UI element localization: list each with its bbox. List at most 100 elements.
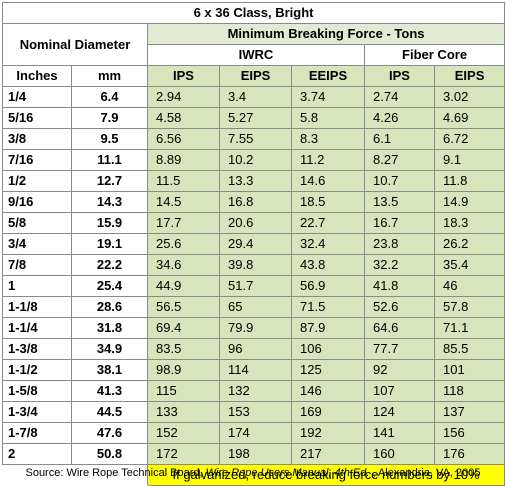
cell-iwrc-eips: 174	[219, 422, 292, 444]
source-suffix: , Alexandria, VA, 2005	[369, 467, 481, 479]
header-row-2: IWRC Fiber Core	[3, 44, 506, 66]
cell-iwrc-eips: 51.7	[219, 275, 292, 297]
cell-fiber-eips: 18.3	[433, 212, 506, 234]
cell-mm: 7.9	[71, 107, 148, 129]
cell-iwrc-eeips: 32.4	[291, 233, 365, 255]
cell-fiber-eips: 3.02	[433, 86, 506, 108]
header-row-1: Nominal Diameter Minimum Breaking Force …	[2, 23, 506, 66]
cell-iwrc-eips: 10.2	[219, 149, 292, 171]
cell-iwrc-eeips: 87.9	[291, 317, 365, 339]
cell-iwrc-ips: 69.4	[147, 317, 220, 339]
table-row: 1-5/8 41.3 115 132 146 107 118	[2, 380, 506, 402]
cell-mm: 34.9	[71, 338, 148, 360]
cell-inches: 9/16	[2, 191, 72, 213]
title-row: 6 x 36 Class, Bright	[1, 2, 506, 24]
minimum-breaking-force-header: Minimum Breaking Force - Tons	[146, 23, 506, 45]
cell-iwrc-eeips: 106	[291, 338, 365, 360]
column-header-row: Inches mm IPS EIPS EEIPS IPS EIPS	[2, 65, 506, 87]
cell-fiber-ips: 8.27	[364, 149, 435, 171]
cell-fiber-eips: 4.69	[433, 107, 506, 129]
table-row: 1-3/4 44.5 133 153 169 124 137	[2, 401, 506, 423]
cell-fiber-ips: 124	[364, 401, 435, 423]
cell-fiber-eips: 46	[433, 275, 506, 297]
cell-inches: 7/16	[2, 149, 72, 171]
cell-iwrc-ips: 44.9	[147, 275, 220, 297]
cell-fiber-eips: 14.9	[433, 191, 506, 213]
cell-inches: 7/8	[2, 254, 72, 276]
column-header-iwrc-eips: EIPS	[219, 65, 292, 87]
cell-inches: 5/16	[2, 107, 72, 129]
cell-mm: 11.1	[71, 149, 148, 171]
cell-fiber-eips: 6.72	[433, 128, 506, 150]
cell-inches: 1-1/4	[2, 317, 72, 339]
cell-iwrc-ips: 14.5	[147, 191, 220, 213]
cell-fiber-ips: 77.7	[364, 338, 435, 360]
table-row: 7/16 11.1 8.89 10.2 11.2 8.27 9.1	[2, 149, 506, 171]
cell-inches: 2	[2, 443, 72, 465]
cell-fiber-eips: 11.8	[433, 170, 506, 192]
cell-iwrc-eips: 198	[219, 443, 292, 465]
table-row: 2 50.8 172 198 217 160 176	[2, 443, 506, 465]
cell-inches: 1-3/4	[2, 401, 72, 423]
cell-mm: 41.3	[71, 380, 148, 402]
cell-iwrc-eips: 153	[219, 401, 292, 423]
cell-iwrc-eeips: 146	[291, 380, 365, 402]
cell-inches: 3/8	[2, 128, 72, 150]
cell-iwrc-eeips: 169	[291, 401, 365, 423]
cell-inches: 1-1/2	[2, 359, 72, 381]
cell-iwrc-eips: 5.27	[219, 107, 292, 129]
cell-fiber-ips: 92	[364, 359, 435, 381]
cell-fiber-eips: 26.2	[433, 233, 506, 255]
column-header-iwrc-ips: IPS	[147, 65, 220, 87]
cell-iwrc-ips: 152	[147, 422, 220, 444]
cell-iwrc-eips: 20.6	[219, 212, 292, 234]
cell-mm: 44.5	[71, 401, 148, 423]
cell-iwrc-ips: 8.89	[147, 149, 220, 171]
cell-fiber-eips: 71.1	[433, 317, 506, 339]
cell-fiber-ips: 41.8	[364, 275, 435, 297]
nominal-diameter-header: Nominal Diameter	[2, 23, 148, 66]
cell-iwrc-eeips: 22.7	[291, 212, 365, 234]
cell-fiber-eips: 9.1	[433, 149, 506, 171]
cell-mm: 12.7	[71, 170, 148, 192]
cell-iwrc-ips: 17.7	[147, 212, 220, 234]
cell-iwrc-eips: 3.4	[219, 86, 292, 108]
cell-iwrc-eeips: 11.2	[291, 149, 365, 171]
table-row: 3/4 19.1 25.6 29.4 32.4 23.8 26.2	[2, 233, 506, 255]
table-row: 3/8 9.5 6.56 7.55 8.3 6.1 6.72	[2, 128, 506, 150]
cell-fiber-ips: 52.6	[364, 296, 435, 318]
table-row: 5/16 7.9 4.58 5.27 5.8 4.26 4.69	[2, 107, 506, 129]
cell-fiber-ips: 160	[364, 443, 435, 465]
cell-iwrc-eeips: 43.8	[291, 254, 365, 276]
cell-inches: 1-3/8	[2, 338, 72, 360]
cell-iwrc-eips: 7.55	[219, 128, 292, 150]
cell-iwrc-eeips: 18.5	[291, 191, 365, 213]
cell-iwrc-ips: 34.6	[147, 254, 220, 276]
cell-inches: 1	[2, 275, 72, 297]
cell-fiber-ips: 4.26	[364, 107, 435, 129]
cell-iwrc-eeips: 192	[291, 422, 365, 444]
cell-iwrc-eeips: 217	[291, 443, 365, 465]
source-book-title: Wire Rope Users Manual, 4th Ed.	[205, 467, 370, 479]
cell-fiber-ips: 13.5	[364, 191, 435, 213]
cell-mm: 15.9	[71, 212, 148, 234]
cell-mm: 47.6	[71, 422, 148, 444]
cell-inches: 1-1/8	[2, 296, 72, 318]
cell-mm: 22.2	[71, 254, 148, 276]
cell-iwrc-eeips: 71.5	[291, 296, 365, 318]
cell-fiber-ips: 10.7	[364, 170, 435, 192]
cell-iwrc-eeips: 8.3	[291, 128, 365, 150]
column-header-fiber-eips: EIPS	[433, 65, 506, 87]
cell-mm: 28.6	[71, 296, 148, 318]
cell-iwrc-eips: 96	[219, 338, 292, 360]
cell-inches: 1-5/8	[2, 380, 72, 402]
cell-fiber-eips: 85.5	[433, 338, 506, 360]
cell-inches: 1/2	[2, 170, 72, 192]
table-row: 9/16 14.3 14.5 16.8 18.5 13.5 14.9	[2, 191, 506, 213]
cell-iwrc-ips: 98.9	[147, 359, 220, 381]
cell-iwrc-eeips: 125	[291, 359, 365, 381]
table-row: 1 25.4 44.9 51.7 56.9 41.8 46	[2, 275, 506, 297]
cell-mm: 19.1	[71, 233, 148, 255]
